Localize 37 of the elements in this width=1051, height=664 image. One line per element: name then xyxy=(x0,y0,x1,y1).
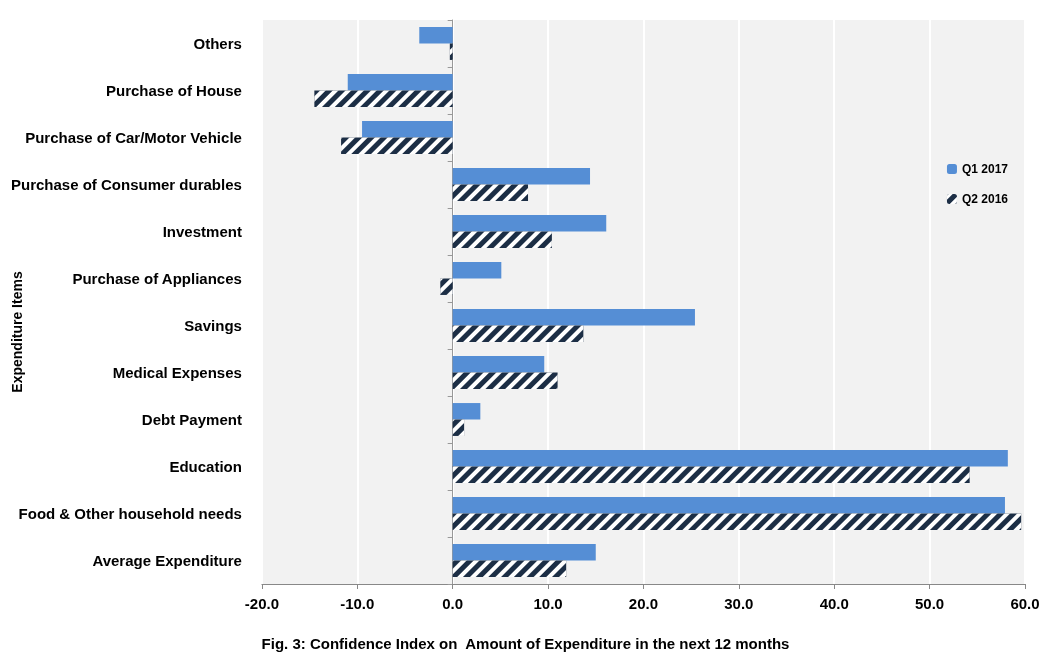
x-tick-label: -10.0 xyxy=(340,595,375,612)
y-tick-label: Medical Expenses xyxy=(112,364,242,381)
x-tick-label: 0.0 xyxy=(442,595,464,612)
text: Fig. 3: Confidence Index on Amount of Expenditure in the next 12 months xyxy=(261,635,790,652)
bar xyxy=(452,497,1005,514)
x-tick-label: 30.0 xyxy=(724,595,754,612)
y-tick-label: Food & Other household needs xyxy=(18,505,242,522)
y-axis-title: Expenditure Items xyxy=(9,271,25,393)
x-tick-label: 60.0 xyxy=(1010,595,1040,612)
x-tick-label: -20.0 xyxy=(244,595,279,612)
y-tick-label: Purchase of House xyxy=(106,82,242,99)
bar xyxy=(452,215,607,232)
bar xyxy=(452,450,1008,467)
bar xyxy=(419,27,453,44)
y-tick-label: Others xyxy=(193,35,242,52)
legend-label: Q2 2016 xyxy=(961,192,1009,206)
y-tick-label: Purchase of Consumer durables xyxy=(10,176,242,193)
x-tick-label: 50.0 xyxy=(915,595,945,612)
x-tick-label: 40.0 xyxy=(819,595,849,612)
legend-label: Q1 2017 xyxy=(961,162,1009,176)
bar xyxy=(452,309,695,326)
y-tick-label: Purchase of Car/Motor Vehicle xyxy=(25,129,242,146)
x-tick-label: 10.0 xyxy=(533,595,563,612)
y-tick-label: Average Expenditure xyxy=(92,552,242,569)
y-tick-label: Education xyxy=(169,458,242,475)
x-tick-label: 20.0 xyxy=(628,595,659,612)
bar xyxy=(362,121,453,138)
y-tick-label: Savings xyxy=(184,317,242,334)
y-tick-label: Purchase of Appliances xyxy=(72,270,242,287)
bar xyxy=(452,544,596,561)
bar xyxy=(347,74,453,91)
bar xyxy=(452,356,545,373)
bar xyxy=(452,168,591,185)
bar xyxy=(452,403,481,420)
y-tick-label: Investment xyxy=(162,223,242,240)
bar xyxy=(452,262,502,279)
y-tick-label: Debt Payment xyxy=(141,411,242,428)
